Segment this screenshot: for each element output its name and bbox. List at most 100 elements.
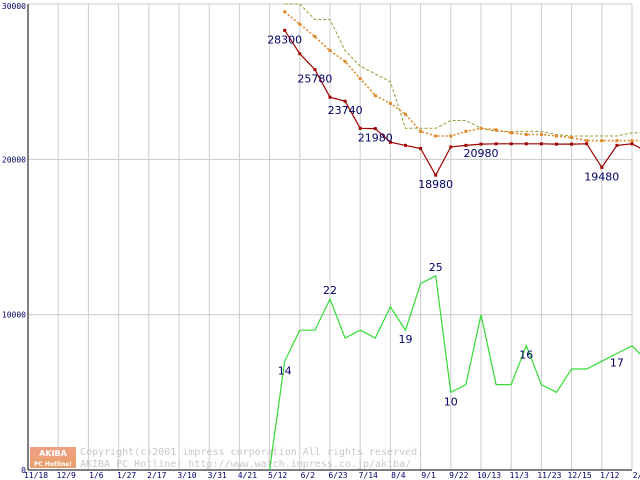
data-label: 16 [519, 349, 533, 362]
data-label: 25 [429, 261, 443, 274]
series-line-max [284, 3, 640, 137]
data-point-min [555, 142, 558, 146]
data-point-min [479, 142, 483, 146]
x-tick-label: 12/9 [57, 471, 76, 480]
data-point-average [434, 134, 438, 138]
data-point-average [419, 129, 423, 133]
y-tick-label: 0 [21, 466, 26, 475]
data-point-average [464, 129, 468, 133]
data-point-min [570, 142, 574, 146]
data-point-min [419, 146, 423, 150]
data-label: 20980 [464, 147, 499, 160]
x-tick-label: 2/2 [633, 471, 640, 480]
logo-text-top: AKIBA [39, 449, 67, 458]
logo-text-bottom: PC Hotline! [34, 461, 72, 468]
data-label: 28300 [267, 33, 302, 46]
data-point-average [630, 139, 634, 143]
x-tick-label: 11/3 [510, 471, 529, 480]
data-label: 22 [323, 284, 337, 297]
x-tick-label: 12/15 [568, 471, 592, 480]
x-tick-label: 9/1 [421, 471, 436, 480]
data-point-average [449, 134, 453, 138]
data-point-average [373, 94, 377, 98]
data-point-min [449, 145, 453, 149]
x-tick-label: 2/17 [147, 471, 166, 480]
data-label: 18980 [418, 178, 453, 191]
data-point-average [283, 10, 287, 14]
akiba-logo-bottom [30, 458, 76, 468]
data-point-min [539, 142, 543, 146]
data-label: 25780 [297, 73, 332, 86]
data-point-min [494, 142, 498, 146]
data-point-min [343, 99, 347, 103]
data-point-average [524, 132, 528, 136]
data-point-min [313, 68, 317, 72]
copyright-watermark: AKIBA PC Hotline! Copyright(c)2001 impre… [30, 447, 423, 470]
data-point-min [585, 142, 589, 146]
data-point-min [373, 127, 377, 131]
x-tick-label: 3/10 [177, 471, 196, 480]
data-point-average [509, 131, 513, 135]
data-point-min [464, 143, 468, 147]
x-tick-label: 1/6 [89, 471, 104, 480]
x-tick-label: 6/23 [328, 471, 347, 480]
data-point-min [404, 143, 407, 147]
copyright-line: Copyright(c)2001 impress corporation All… [80, 447, 423, 458]
data-point-average [388, 101, 392, 105]
data-label: 19480 [584, 170, 619, 183]
x-tick-label: 3/31 [208, 471, 227, 480]
x-tick-label: 1/27 [117, 471, 136, 480]
data-label: 14 [278, 364, 292, 377]
data-point-min [524, 142, 528, 146]
data-point-min [388, 140, 392, 144]
data-point-average [555, 134, 558, 138]
data-point-average [298, 22, 302, 26]
data-point-min [630, 142, 634, 146]
data-labels: 2830025780237402198018980209801948019700… [267, 33, 624, 408]
data-point-average [494, 128, 498, 132]
x-tick-label: 5/12 [268, 471, 287, 480]
y-tick-label: 30000 [2, 2, 26, 11]
data-point-min [298, 52, 302, 56]
y-axis-ticks: 0 10000 20000 30000 [2, 2, 26, 475]
data-point-average [615, 139, 619, 143]
data-point-average [600, 139, 604, 143]
data-point-min [358, 126, 362, 130]
x-tick-label: 9/22 [449, 471, 468, 480]
data-point-average [313, 35, 317, 39]
data-label: 10 [444, 395, 458, 408]
x-tick-label: 6/2 [301, 471, 316, 480]
site-url-line: AKIBA PC Hotline! http://www.watch.impre… [80, 459, 411, 470]
x-tick-label: 1/12 [600, 471, 619, 480]
x-tick-label: 8/4 [391, 471, 406, 480]
data-point-min [283, 28, 287, 32]
data-point-average [570, 136, 574, 140]
data-point-min [509, 142, 513, 146]
series-line-min [284, 30, 640, 177]
series-line-average [284, 11, 640, 142]
series-line-shops [269, 274, 640, 471]
data-label: 21980 [358, 132, 393, 145]
data-label: 23740 [328, 104, 363, 117]
data-point-min [328, 95, 332, 99]
axes [27, 4, 632, 471]
data-point-min [615, 143, 619, 147]
data-point-average [404, 112, 407, 116]
data-point-average [479, 126, 483, 130]
x-tick-label: 10/13 [477, 471, 501, 480]
data-point-min [434, 173, 438, 177]
data-point-average [343, 59, 347, 63]
data-point-average [358, 77, 362, 81]
data-point-min [600, 165, 604, 169]
data-point-average [328, 49, 332, 53]
data-point-average [585, 139, 589, 143]
x-tick-label: 11/18 [24, 471, 48, 480]
x-tick-label: 4/21 [238, 471, 257, 480]
data-label: 19 [399, 333, 413, 346]
akiba-logo-top [30, 447, 76, 458]
series-lines [269, 3, 640, 471]
x-tick-label: 7/14 [359, 471, 378, 480]
x-axis-ticks: 11/18 12/9 1/6 1/27 2/17 3/10 3/31 4/21 5/12 6/2 6… [24, 471, 640, 480]
y-tick-label: 10000 [2, 311, 26, 320]
